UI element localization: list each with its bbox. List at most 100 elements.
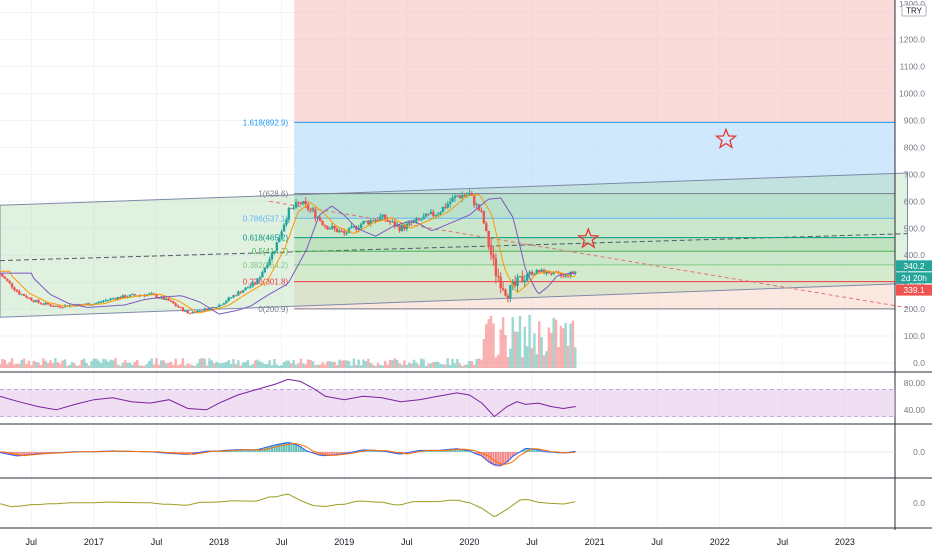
volume-bar xyxy=(333,361,336,368)
price-badge xyxy=(896,284,932,296)
candle-body xyxy=(538,269,541,272)
volume-bar xyxy=(547,327,551,368)
volume-bar xyxy=(494,357,498,368)
candle-body xyxy=(184,310,187,312)
volume-bar xyxy=(87,365,91,368)
currency-box[interactable] xyxy=(901,4,927,17)
volume-bar xyxy=(422,359,425,368)
volume-bar xyxy=(188,364,192,368)
volume-bar xyxy=(143,365,146,368)
candle-body xyxy=(10,283,14,288)
candle-body xyxy=(400,225,404,231)
candle-body xyxy=(441,207,445,213)
volume-bar xyxy=(152,364,156,368)
candle-body xyxy=(302,201,305,204)
volume-bar xyxy=(432,362,435,368)
candle-body xyxy=(225,300,228,304)
candle-body xyxy=(429,211,433,215)
volume-bar xyxy=(1,358,4,368)
candle-body xyxy=(280,231,283,238)
macd-histogram-bar xyxy=(30,452,33,455)
volume-bar xyxy=(473,365,476,368)
time-axis[interactable]: Jul 2017 Jul 2018 Jul 2019 Jul 2020 Jul 2021 Jul 20… xyxy=(26,537,855,547)
rsi-pane[interactable]: 80.00 40.00 xyxy=(0,378,926,418)
volume-bar xyxy=(477,358,481,368)
star-annotation[interactable] xyxy=(577,227,600,249)
volume-bar xyxy=(280,365,283,368)
volume-bar xyxy=(184,365,187,368)
candle-body xyxy=(468,193,471,196)
candle-body xyxy=(504,289,507,296)
volume-bar xyxy=(299,358,303,368)
volume-bar xyxy=(83,358,86,368)
macd-histogram-bar xyxy=(304,450,307,452)
candle-body xyxy=(42,303,45,305)
fib-level-label: 0.382(364.2) xyxy=(243,261,289,270)
candle-body xyxy=(398,225,401,231)
macd-histogram-bar xyxy=(475,452,478,455)
candle-body xyxy=(415,218,418,222)
candle-body xyxy=(241,290,245,293)
candle-body xyxy=(446,203,449,208)
volume-bar xyxy=(424,365,428,368)
candle-body xyxy=(482,211,486,224)
moving-averages xyxy=(0,194,576,315)
volume-bar xyxy=(458,363,461,368)
volume-bar xyxy=(68,364,72,368)
volume-bar xyxy=(270,365,274,368)
fib-level-label: 0(200.9) xyxy=(258,305,288,314)
candle-body xyxy=(56,305,59,307)
time-tick-label: 2023 xyxy=(835,537,855,547)
macd-histogram-bar xyxy=(343,452,346,454)
candle-body xyxy=(3,276,7,279)
candle-body xyxy=(162,296,165,300)
candle-body xyxy=(229,297,233,299)
candle-body xyxy=(111,298,115,300)
volume-bar xyxy=(46,363,50,368)
macd-histogram-bar xyxy=(47,452,50,454)
candle-body xyxy=(13,287,16,290)
candle-body xyxy=(179,307,182,309)
volume-bar xyxy=(525,346,529,368)
time-tick-label: 2018 xyxy=(209,537,229,547)
volume-bar xyxy=(574,347,577,368)
macd-histogram-bar xyxy=(434,450,437,452)
macd-pane[interactable]: 0.0 xyxy=(0,441,925,467)
volume-bar xyxy=(232,359,235,368)
volume-bar xyxy=(554,319,558,368)
volume-bar xyxy=(485,324,488,368)
macd-histogram-bar xyxy=(297,445,300,452)
parallel-channel[interactable] xyxy=(0,172,908,318)
volume-bar xyxy=(133,361,137,368)
candle-body xyxy=(290,207,293,209)
price-tick-label: 1100.0 xyxy=(900,62,926,72)
candle-body xyxy=(227,297,230,301)
volume-bar xyxy=(229,363,233,368)
candle-body xyxy=(304,201,307,205)
candle-body xyxy=(273,251,276,253)
channel-midline[interactable] xyxy=(0,233,908,262)
volume-bar xyxy=(562,328,565,368)
candle-body xyxy=(99,301,103,303)
macd-histogram-bar xyxy=(461,449,464,452)
candlesticks[interactable] xyxy=(0,189,577,368)
oscillator-pane[interactable]: 0.0 xyxy=(0,493,925,517)
volume-bar xyxy=(314,365,317,368)
candle-body xyxy=(123,295,127,298)
main-price-pane[interactable]: 1.618(892.9) 1(628.6) 0.786(537.1) 0.618(46… xyxy=(0,0,932,530)
volume-bar xyxy=(569,323,572,368)
candle-body xyxy=(30,297,33,301)
macd-histogram-bar xyxy=(340,452,343,455)
candle-body xyxy=(417,218,421,220)
volume-bar xyxy=(273,359,276,368)
volume-bar xyxy=(347,360,351,368)
candle-body xyxy=(506,295,510,299)
star-annotation[interactable] xyxy=(714,127,738,149)
macd-histogram-bar xyxy=(186,452,189,455)
volume-bar xyxy=(335,365,339,368)
rsi-tick-label: 80.00 xyxy=(904,378,926,388)
volume-bar xyxy=(99,362,103,368)
candle-body xyxy=(318,217,322,221)
macd-histogram-bar xyxy=(287,441,290,452)
